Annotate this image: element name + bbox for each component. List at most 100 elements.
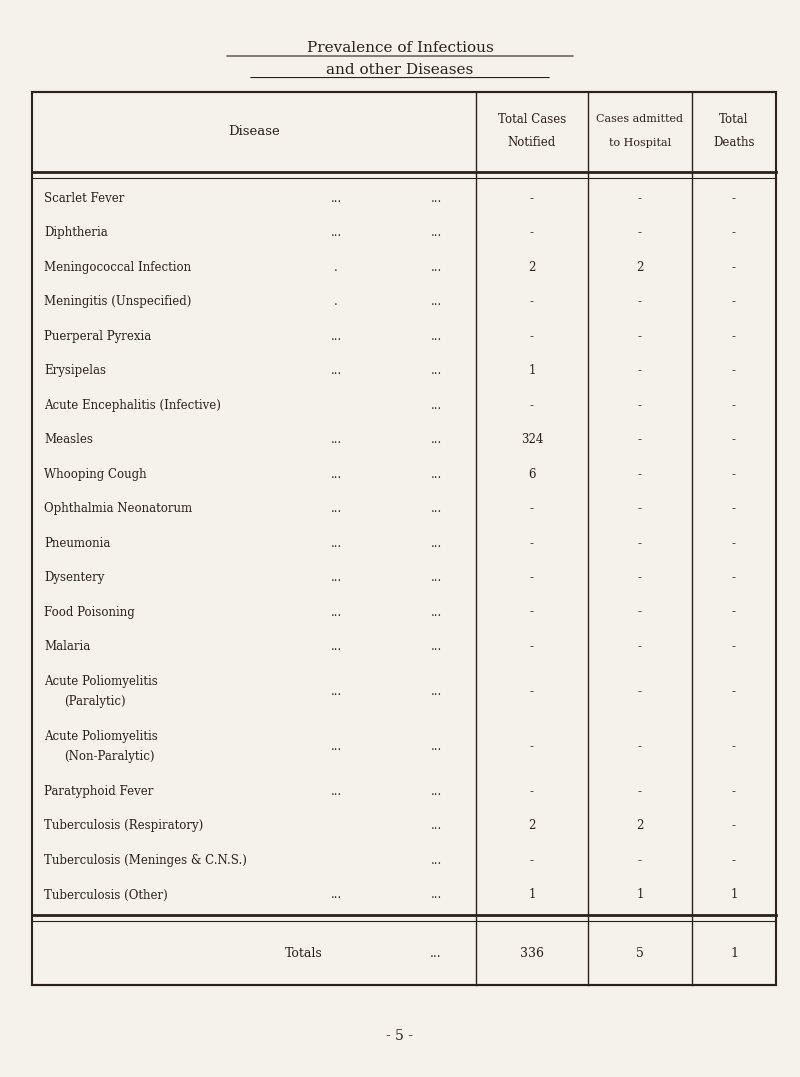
Text: ...: ... <box>330 605 342 618</box>
Text: Cases admitted: Cases admitted <box>597 114 683 124</box>
Text: (Non-Paralytic): (Non-Paralytic) <box>64 751 154 764</box>
Text: -: - <box>732 571 736 584</box>
Text: ...: ... <box>430 433 442 446</box>
Text: -: - <box>530 640 534 653</box>
Text: ...: ... <box>430 502 442 515</box>
Text: ...: ... <box>430 571 442 584</box>
Text: ...: ... <box>330 685 342 698</box>
FancyBboxPatch shape <box>32 92 776 985</box>
Text: -: - <box>530 605 534 618</box>
Text: -: - <box>732 785 736 798</box>
Text: -: - <box>530 571 534 584</box>
Text: -: - <box>732 605 736 618</box>
Text: ...: ... <box>430 785 442 798</box>
Text: ...: ... <box>430 854 442 867</box>
Text: 1: 1 <box>528 889 536 901</box>
Text: 1: 1 <box>730 889 738 901</box>
Text: .: . <box>334 261 338 274</box>
Text: ...: ... <box>330 502 342 515</box>
Text: 1: 1 <box>636 889 644 901</box>
Text: -: - <box>530 330 534 342</box>
Text: Meningococcal Infection: Meningococcal Infection <box>44 261 191 274</box>
Text: -: - <box>530 785 534 798</box>
Text: Whooping Cough: Whooping Cough <box>44 467 146 480</box>
Text: -: - <box>530 685 534 698</box>
Text: -: - <box>732 295 736 308</box>
Text: -: - <box>638 740 642 753</box>
Text: Total: Total <box>719 112 749 126</box>
Text: -: - <box>638 467 642 480</box>
Text: -: - <box>638 536 642 549</box>
Text: ...: ... <box>330 536 342 549</box>
Text: 2: 2 <box>636 820 644 833</box>
Text: 324: 324 <box>521 433 543 446</box>
Text: -: - <box>638 295 642 308</box>
Text: -: - <box>732 854 736 867</box>
Text: -: - <box>530 740 534 753</box>
Text: 5: 5 <box>636 947 644 960</box>
Text: Tuberculosis (Meninges & C.N.S.): Tuberculosis (Meninges & C.N.S.) <box>44 854 247 867</box>
Text: (Paralytic): (Paralytic) <box>64 696 126 709</box>
Text: ...: ... <box>430 740 442 753</box>
Text: -: - <box>530 226 534 239</box>
Text: ...: ... <box>330 889 342 901</box>
Text: ...: ... <box>430 330 442 342</box>
Text: Tuberculosis (Respiratory): Tuberculosis (Respiratory) <box>44 820 203 833</box>
Text: ...: ... <box>430 295 442 308</box>
Text: ...: ... <box>430 536 442 549</box>
Text: 336: 336 <box>520 947 544 960</box>
Text: -: - <box>638 330 642 342</box>
Text: 6: 6 <box>528 467 536 480</box>
Text: 2: 2 <box>528 261 536 274</box>
Text: -: - <box>732 398 736 411</box>
Text: -: - <box>732 502 736 515</box>
Text: ...: ... <box>430 947 442 960</box>
Text: ...: ... <box>430 261 442 274</box>
Text: -: - <box>530 398 534 411</box>
Text: -: - <box>638 785 642 798</box>
Text: -: - <box>732 364 736 377</box>
Text: -: - <box>638 854 642 867</box>
Text: -: - <box>638 364 642 377</box>
Text: ...: ... <box>330 785 342 798</box>
Text: Meningitis (Unspecified): Meningitis (Unspecified) <box>44 295 191 308</box>
Text: -: - <box>732 536 736 549</box>
Text: ...: ... <box>430 685 442 698</box>
Text: -: - <box>530 192 534 205</box>
Text: -: - <box>732 820 736 833</box>
Text: Paratyphoid Fever: Paratyphoid Fever <box>44 785 154 798</box>
Text: -: - <box>530 536 534 549</box>
Text: ...: ... <box>430 398 442 411</box>
Text: -: - <box>638 433 642 446</box>
Text: -: - <box>530 295 534 308</box>
Text: ...: ... <box>330 192 342 205</box>
Text: -: - <box>732 467 736 480</box>
Text: Disease: Disease <box>228 125 280 139</box>
Text: Totals: Totals <box>285 947 323 960</box>
Text: -: - <box>732 330 736 342</box>
Text: to Hospital: to Hospital <box>609 138 671 148</box>
Text: ...: ... <box>430 226 442 239</box>
Text: Scarlet Fever: Scarlet Fever <box>44 192 124 205</box>
Text: ...: ... <box>330 433 342 446</box>
Text: - 5 -: - 5 - <box>386 1030 414 1043</box>
Text: Acute Poliomyelitis: Acute Poliomyelitis <box>44 730 158 743</box>
Text: ...: ... <box>430 605 442 618</box>
Text: Food Poisoning: Food Poisoning <box>44 605 134 618</box>
Text: Erysipelas: Erysipelas <box>44 364 106 377</box>
Text: Pneumonia: Pneumonia <box>44 536 110 549</box>
Text: -: - <box>638 192 642 205</box>
Text: Notified: Notified <box>508 136 556 150</box>
Text: -: - <box>530 502 534 515</box>
Text: -: - <box>732 192 736 205</box>
Text: Malaria: Malaria <box>44 640 90 653</box>
Text: ...: ... <box>430 640 442 653</box>
Text: -: - <box>732 226 736 239</box>
Text: ...: ... <box>330 330 342 342</box>
Text: ...: ... <box>430 192 442 205</box>
Text: Ophthalmia Neonatorum: Ophthalmia Neonatorum <box>44 502 192 515</box>
Text: Prevalence of Infectious: Prevalence of Infectious <box>306 42 494 55</box>
Text: Dysentery: Dysentery <box>44 571 104 584</box>
Text: Measles: Measles <box>44 433 93 446</box>
Text: -: - <box>638 640 642 653</box>
